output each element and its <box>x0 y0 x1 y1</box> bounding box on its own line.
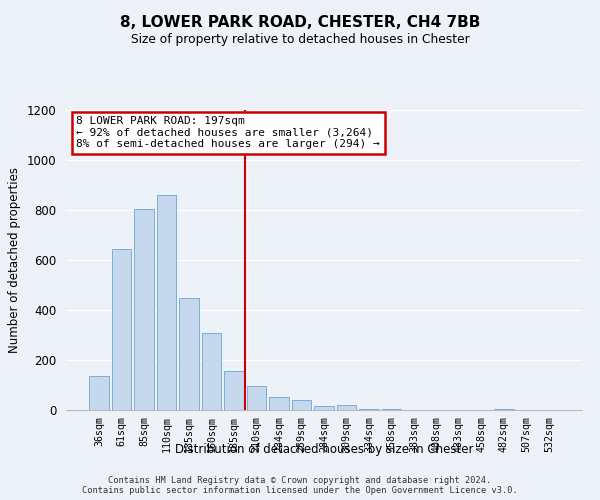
Y-axis label: Number of detached properties: Number of detached properties <box>8 167 21 353</box>
Bar <box>134 209 154 410</box>
Bar <box>247 386 266 410</box>
Bar <box>179 298 199 410</box>
Bar <box>89 376 109 410</box>
Text: Contains HM Land Registry data © Crown copyright and database right 2024.
Contai: Contains HM Land Registry data © Crown c… <box>82 476 518 495</box>
Bar <box>494 409 514 410</box>
Bar <box>269 397 289 410</box>
Bar <box>157 195 176 410</box>
Bar <box>314 406 334 410</box>
Bar <box>202 333 221 410</box>
Bar <box>382 409 401 410</box>
Bar <box>337 404 356 410</box>
Bar <box>224 370 244 410</box>
Text: Distribution of detached houses by size in Chester: Distribution of detached houses by size … <box>175 442 473 456</box>
Text: 8, LOWER PARK ROAD, CHESTER, CH4 7BB: 8, LOWER PARK ROAD, CHESTER, CH4 7BB <box>120 15 480 30</box>
Bar <box>292 400 311 410</box>
Text: Size of property relative to detached houses in Chester: Size of property relative to detached ho… <box>131 32 469 46</box>
Text: 8 LOWER PARK ROAD: 197sqm
← 92% of detached houses are smaller (3,264)
8% of sem: 8 LOWER PARK ROAD: 197sqm ← 92% of detac… <box>76 116 380 149</box>
Bar <box>359 409 379 410</box>
Bar <box>112 248 131 410</box>
